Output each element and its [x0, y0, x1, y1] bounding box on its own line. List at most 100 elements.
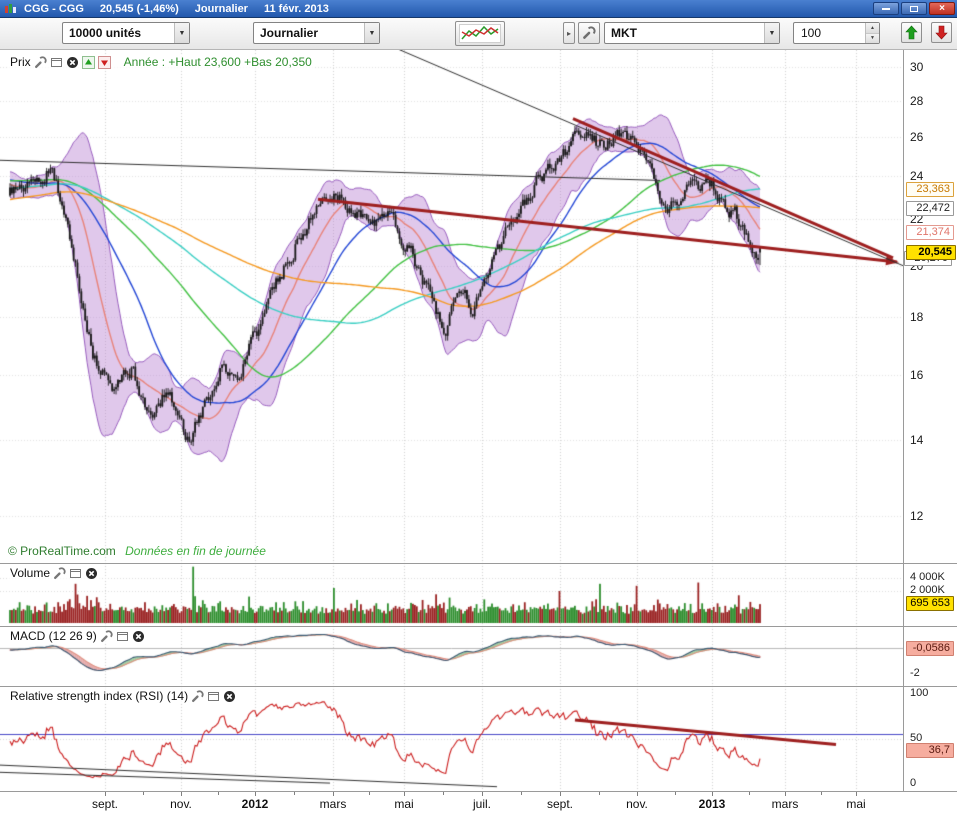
- collapse-button[interactable]: ▸: [563, 22, 575, 44]
- panel-window-icon[interactable]: [50, 56, 63, 69]
- buy-button[interactable]: [901, 22, 922, 43]
- market-dropdown-value: MKT: [611, 26, 637, 40]
- x-axis-minor-tick: [143, 792, 144, 795]
- dropdown-arrow-icon: ▼: [364, 23, 379, 43]
- spin-down-icon[interactable]: ▼: [866, 33, 879, 43]
- x-axis-label: sept.: [546, 797, 574, 811]
- close-button[interactable]: ×: [929, 2, 955, 15]
- panel-move-up-icon[interactable]: [81, 55, 95, 69]
- x-axis-minor-tick: [599, 792, 600, 795]
- price-axis-tick: 12: [910, 508, 924, 523]
- green-up-arrow-icon: [905, 25, 918, 40]
- x-axis-minor-tick: [369, 792, 370, 795]
- x-axis-tick: [712, 792, 713, 796]
- settings-wrench-icon[interactable]: [100, 629, 113, 643]
- panel-separator[interactable]: [0, 626, 957, 627]
- indicator-axis-tick: 100: [910, 687, 929, 699]
- chart-area: Prix Année : +Haut 23,600 +Bas 20,350 Vo…: [0, 50, 957, 791]
- minimize-icon: [882, 7, 890, 10]
- timeframe-dropdown-value: Journalier: [260, 26, 319, 40]
- prorealtime-link[interactable]: © ProRealTime.com: [8, 544, 116, 558]
- price-axis-column[interactable]: 3028262422201816141220,27023,36322,47221…: [903, 50, 957, 791]
- price-axis-tick: 16: [910, 368, 924, 383]
- x-axis-minor-tick: [294, 792, 295, 795]
- price-axis-tick: 28: [910, 93, 924, 108]
- price-level-label: 23,363: [906, 181, 954, 197]
- order-properties-button[interactable]: [578, 22, 600, 44]
- price-axis-tick: 18: [910, 310, 924, 325]
- settings-wrench-icon[interactable]: [191, 689, 204, 703]
- x-axis-label: 2013: [698, 797, 726, 811]
- chart-canvas[interactable]: [0, 50, 903, 791]
- market-dropdown[interactable]: MKT ▼: [604, 22, 780, 44]
- price-axis-tick: 14: [910, 433, 924, 448]
- x-axis-tick: [404, 792, 405, 796]
- panel-close-icon[interactable]: [223, 690, 236, 703]
- price-panel-header: Prix Année : +Haut 23,600 +Bas 20,350: [8, 55, 314, 69]
- x-axis-label: 2012: [241, 797, 269, 811]
- red-down-arrow-icon: [935, 25, 948, 40]
- quantity-stepper: ▲ ▼: [865, 23, 879, 43]
- chart-style-icon: [459, 24, 501, 43]
- x-axis-label: mai: [394, 797, 414, 811]
- window-title: CGG - CGG: [24, 2, 84, 15]
- panel-window-icon[interactable]: [207, 690, 220, 703]
- x-axis-label: nov.: [626, 797, 648, 811]
- macd-panel-label: MACD (12 26 9): [10, 629, 97, 643]
- x-axis-tick: [856, 792, 857, 796]
- minimize-button[interactable]: [873, 2, 899, 15]
- last-price-label: 20,545: [906, 244, 956, 260]
- end-of-day-note: Données en fin de journée: [125, 544, 266, 558]
- units-dropdown-value: 10000 unités: [69, 26, 142, 40]
- wrench-icon: [583, 26, 596, 39]
- panel-close-icon[interactable]: [66, 56, 79, 69]
- x-axis-tick: [560, 792, 561, 796]
- dropdown-arrow-icon: ▼: [764, 23, 779, 43]
- time-axis[interactable]: sept. nov. 2012 mars mai juil. sept. nov. 2013 ma…: [0, 791, 957, 816]
- indicator-axis-tick: 0: [910, 777, 917, 789]
- window-quote: 20,545 (-1,46%): [99, 2, 179, 15]
- settings-wrench-icon[interactable]: [34, 55, 47, 69]
- panel-separator[interactable]: [0, 686, 957, 687]
- last-volume-label: 695 653: [906, 596, 954, 612]
- sell-button[interactable]: [931, 22, 952, 43]
- quantity-input[interactable]: 100 ▲ ▼: [793, 22, 880, 44]
- maximize-button[interactable]: [901, 2, 927, 15]
- rsi-panel-header: Relative strength index (RSI) (14): [8, 689, 239, 703]
- indicator-axis-tick: 50: [910, 732, 923, 744]
- x-axis-minor-tick: [521, 792, 522, 795]
- x-axis-label: mars: [771, 797, 799, 811]
- panel-separator[interactable]: [0, 563, 957, 564]
- rsi-panel-label: Relative strength index (RSI) (14): [10, 689, 189, 703]
- panel-close-icon[interactable]: [85, 567, 98, 580]
- timeframe-dropdown[interactable]: Journalier ▼: [253, 22, 380, 44]
- rsi-value-label: 36,7: [906, 742, 954, 758]
- indicator-axis-tick: -2: [910, 667, 920, 679]
- x-axis-label: nov.: [170, 797, 192, 811]
- macd-panel-header: MACD (12 26 9): [8, 629, 147, 643]
- chart-style-button[interactable]: [455, 21, 505, 46]
- app-icon: [4, 2, 17, 15]
- window-titlebar[interactable]: CGG - CGG 20,545 (-1,46%) Journalier 11 …: [0, 0, 957, 18]
- toolbar: 10000 unités ▼ Journalier ▼ ▸ MKT ▼ 100 …: [0, 18, 957, 50]
- x-axis-tick: [255, 792, 256, 796]
- panel-close-icon[interactable]: [132, 630, 145, 643]
- x-axis-tick: [105, 792, 106, 796]
- panel-move-down-icon[interactable]: [97, 55, 111, 69]
- units-dropdown[interactable]: 10000 unités ▼: [62, 22, 190, 44]
- settings-wrench-icon[interactable]: [53, 566, 66, 580]
- year-high-low-annotation: Année : +Haut 23,600 +Bas 20,350: [123, 55, 312, 69]
- volume-panel-label: Volume: [10, 566, 51, 580]
- chart-footer: © ProRealTime.com Données en fin de jour…: [8, 544, 266, 558]
- window-controls: ×: [873, 2, 955, 15]
- quantity-value: 100: [801, 26, 822, 40]
- indicator-axis-tick: 2 000K: [910, 584, 945, 596]
- panel-window-icon[interactable]: [69, 567, 82, 580]
- spin-up-icon[interactable]: ▲: [866, 23, 879, 34]
- x-axis-label: mars: [319, 797, 347, 811]
- panel-window-icon[interactable]: [116, 630, 129, 643]
- price-level-label: 22,472: [906, 200, 954, 216]
- x-axis-minor-tick: [443, 792, 444, 795]
- x-axis-tick: [181, 792, 182, 796]
